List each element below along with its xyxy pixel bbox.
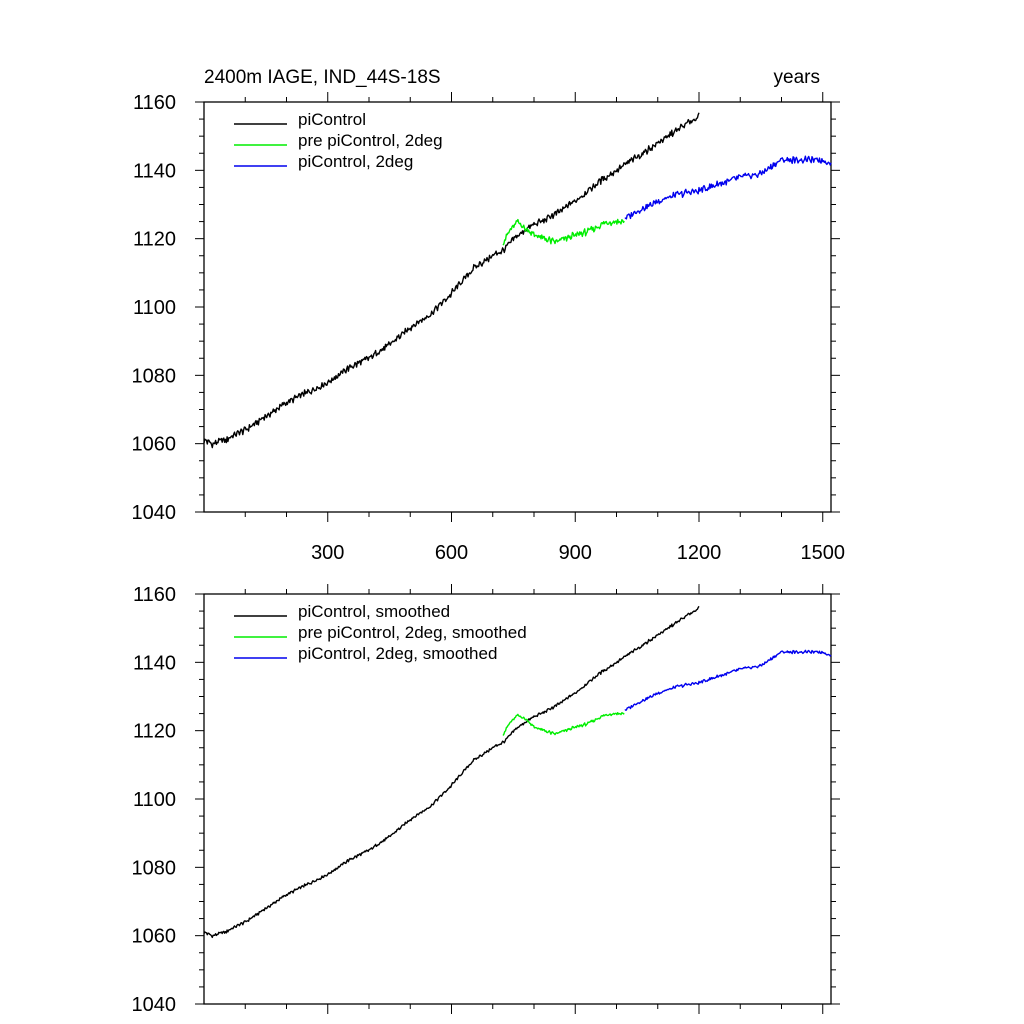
legend-label: pre piControl, 2deg, smoothed bbox=[298, 623, 527, 642]
y-axis-tick-labels: 1040 1060 1080 1100 1120 1140 1160 bbox=[132, 584, 177, 1016]
y-tick-label: 1100 bbox=[133, 789, 176, 811]
legend-label: pre piControl, 2deg bbox=[298, 131, 443, 150]
y-tick-label: 1080 bbox=[132, 857, 177, 879]
legend: piControl, smoothed pre piControl, 2deg, … bbox=[234, 602, 527, 663]
series-line-1 bbox=[203, 605, 700, 939]
axis-ticks bbox=[195, 92, 840, 522]
series-line-3 bbox=[624, 155, 832, 220]
data-series bbox=[203, 112, 832, 449]
legend: piControl pre piControl, 2deg piControl, 2… bbox=[234, 110, 443, 171]
x-tick-label: 1500 bbox=[801, 542, 846, 564]
legend-label: piControl bbox=[298, 110, 366, 129]
bottom-chart-panel: 1040 1060 1080 1100 1120 1140 1160 piControl, … bbox=[132, 584, 840, 1016]
series-line-2 bbox=[502, 218, 625, 246]
y-tick-label: 1160 bbox=[133, 92, 176, 114]
y-tick-label: 1120 bbox=[133, 229, 176, 251]
top-chart-panel: 2400m IAGE, IND_44S-18S years 1040106010… bbox=[132, 67, 846, 564]
y-tick-label: 1080 bbox=[132, 365, 177, 387]
y-tick-label: 1140 bbox=[133, 160, 176, 182]
legend-label: piControl, 2deg bbox=[298, 152, 413, 171]
y-tick-label: 1040 bbox=[132, 502, 177, 524]
legend-label: piControl, smoothed bbox=[298, 602, 450, 621]
x-tick-label: 1200 bbox=[677, 542, 722, 564]
series-line-3 bbox=[624, 649, 832, 711]
y-tick-label: 1060 bbox=[132, 926, 177, 948]
y-tick-label: 1100 bbox=[133, 297, 176, 319]
x-tick-label: 600 bbox=[435, 542, 468, 564]
series-line-2 bbox=[502, 712, 625, 736]
y-tick-label: 1040 bbox=[132, 994, 177, 1016]
y-tick-label: 1120 bbox=[133, 721, 176, 743]
legend-label: piControl, 2deg, smoothed bbox=[298, 644, 497, 663]
y-axis-tick-labels: 1040 1060 1080 1100 1120 1140 1160 bbox=[132, 92, 177, 524]
series-line-1 bbox=[203, 112, 700, 449]
x-tick-label: 300 bbox=[311, 542, 344, 564]
x-axis-tick-labels: 300 600 900 1200 1500 bbox=[311, 542, 845, 564]
data-series bbox=[203, 605, 832, 939]
y-tick-label: 1140 bbox=[133, 652, 176, 674]
y-tick-label: 1060 bbox=[132, 434, 177, 456]
x-tick-label: 900 bbox=[559, 542, 592, 564]
axis-ticks bbox=[195, 584, 840, 1014]
chart-title: 2400m IAGE, IND_44S-18S bbox=[204, 67, 441, 88]
chart-units-label: years bbox=[774, 67, 820, 88]
y-tick-label: 1160 bbox=[133, 584, 176, 606]
